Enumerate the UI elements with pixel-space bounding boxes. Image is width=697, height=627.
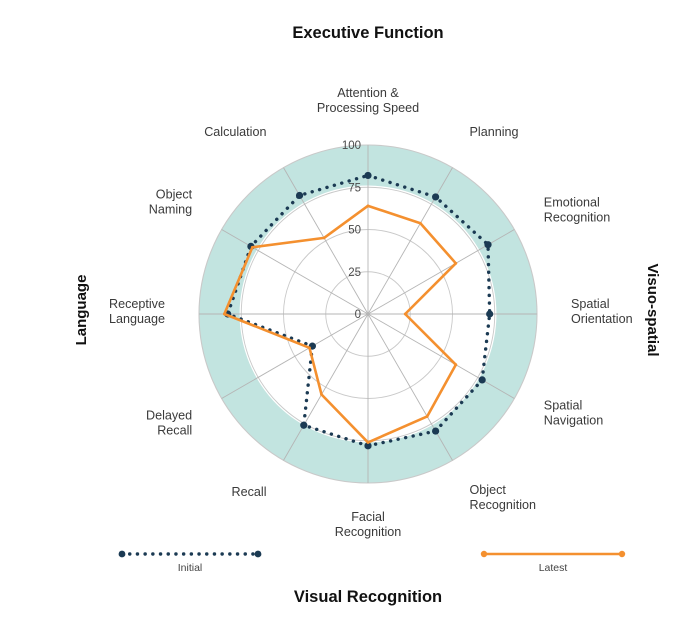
axis-spokes: [199, 145, 537, 483]
axis-label-5: Object Recognition: [470, 483, 537, 512]
heading-right-visuo-spatial: Visuo-spatial: [644, 263, 661, 356]
series-point-initial-1: [432, 193, 440, 201]
axis-label-1: Planning: [470, 125, 519, 139]
series-point-latest-6: [366, 441, 370, 444]
axis-label-10: Object Naming: [149, 188, 193, 217]
axis-label-11: Calculation: [204, 125, 266, 139]
series-point-latest-5: [425, 415, 429, 418]
series-point-latest-1: [418, 221, 422, 225]
axis-label-3: Spatial Orientation: [571, 297, 633, 326]
axis-label-9: Receptive Language: [109, 297, 165, 326]
axis-spoke-11: [283, 167, 369, 315]
heading-bottom-visual-recognition: Visual Recognition: [294, 588, 442, 606]
axis-spoke-4: [367, 313, 515, 399]
series-point-latest-0: [366, 204, 370, 208]
radial-tick-75: 75: [348, 182, 361, 194]
series-point-initial-7: [300, 421, 308, 429]
legend-initial-label: Initial: [178, 562, 203, 574]
legend: Initial Latest: [118, 550, 626, 574]
series-point-latest-10: [250, 245, 254, 249]
legend-latest-dot-start: [480, 550, 488, 558]
radial-tick-0: 0: [355, 309, 361, 321]
radial-tick-100: 100: [342, 140, 361, 152]
legend-item-latest[interactable]: Latest: [480, 550, 626, 574]
heading-top-executive-function: Executive Function: [292, 24, 443, 42]
axis-spoke-7: [283, 313, 369, 461]
legend-latest-dot-end: [618, 550, 626, 558]
heading-left-language: Language: [73, 275, 90, 346]
radial-tick-25: 25: [348, 267, 361, 279]
axis-label-8: Delayed Recall: [146, 409, 192, 438]
axis-label-7: Recall: [232, 485, 267, 499]
axis-label-4: Spatial Navigation: [544, 399, 604, 428]
axis-spoke-1: [367, 167, 453, 315]
series-point-initial-2: [484, 241, 492, 249]
series-point-latest-9: [222, 312, 226, 316]
legend-initial-dot-end: [254, 550, 262, 558]
radial-tick-50: 50: [348, 225, 361, 237]
axis-label-0: Attention & Processing Speed: [317, 86, 419, 115]
legend-item-initial[interactable]: Initial: [118, 550, 262, 574]
series-point-latest-11: [322, 236, 326, 240]
axis-category-labels: Attention & Processing Speed Planning Emoti…: [109, 86, 633, 539]
series-point-initial-0: [364, 171, 372, 180]
data-series-group: [222, 171, 494, 450]
series-point-latest-2: [454, 261, 458, 265]
series-point-initial-4: [478, 376, 486, 384]
series-point-initial-6: [364, 442, 372, 450]
series-point-latest-7: [320, 393, 323, 396]
series-point-initial-3: [486, 310, 494, 318]
radial-tick-labels: 0 25 50 75 100: [342, 140, 361, 321]
series-point-latest-8: [308, 346, 311, 350]
series-point-latest-3: [403, 312, 407, 316]
series-point-latest-4: [454, 363, 458, 367]
axis-spoke-10: [221, 229, 369, 315]
axis-label-2: Emotional Recognition: [544, 196, 611, 225]
series-point-initial-5: [432, 427, 440, 435]
legend-latest-label: Latest: [539, 562, 568, 574]
series-point-initial-11: [295, 191, 304, 200]
axis-spoke-8: [221, 313, 369, 399]
axis-label-6: Facial Recognition: [335, 510, 402, 539]
axis-spoke-5: [367, 313, 453, 461]
legend-initial-dot-start: [118, 550, 126, 558]
